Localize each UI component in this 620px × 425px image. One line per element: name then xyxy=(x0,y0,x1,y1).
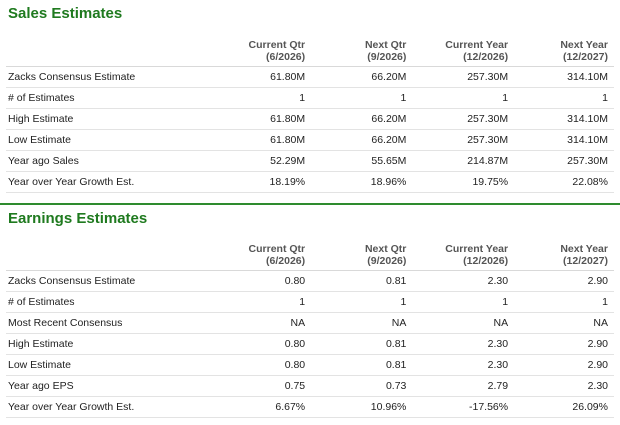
table-cell: 18.19% xyxy=(191,171,312,193)
row-label: Zacks Consensus Estimate xyxy=(6,66,192,88)
table-cell: 22.08% xyxy=(514,171,614,193)
earnings-estimates-table: Current Qtr (6/2026) Next Qtr (9/2026) Cur… xyxy=(6,228,614,418)
table-cell: 2.30 xyxy=(412,333,515,355)
table-cell: 1 xyxy=(412,291,515,313)
table-cell: 0.80 xyxy=(191,354,312,376)
table-cell: NA xyxy=(191,312,312,334)
row-label: Low Estimate xyxy=(6,129,192,151)
table-cell: 0.81 xyxy=(311,333,413,355)
table-row: Zacks Consensus Estimate 0.80 0.81 2.30 … xyxy=(6,270,614,292)
table-cell: NA xyxy=(514,312,614,334)
table-cell: 19.75% xyxy=(412,171,515,193)
column-header-next-qtr: Next Qtr (9/2026) xyxy=(364,38,407,63)
table-row: Year over Year Growth Est. 6.67% 10.96% … xyxy=(6,396,614,418)
table-cell: 0.80 xyxy=(191,270,312,292)
row-label: High Estimate xyxy=(6,333,192,355)
table-row: Most Recent Consensus NA NA NA NA xyxy=(6,312,614,334)
table-cell: 2.30 xyxy=(412,354,515,376)
table-cell: 6.67% xyxy=(191,396,312,418)
column-header-current-qtr: Current Qtr (6/2026) xyxy=(248,243,306,267)
table-cell: 0.73 xyxy=(311,375,413,397)
sales-estimates-title: Sales Estimates xyxy=(8,5,123,22)
table-cell: 61.80M xyxy=(191,129,312,151)
earnings-estimates-title: Earnings Estimates xyxy=(8,209,148,227)
row-label: # of Estimates xyxy=(6,291,192,313)
table-cell: 2.90 xyxy=(514,333,614,355)
sales-estimates-table: Current Qtr (6/2026) Next Qtr (9/2026) Cur… xyxy=(6,23,614,193)
table-cell: 1 xyxy=(311,87,413,109)
column-header-blank xyxy=(6,23,191,66)
table-cell: 0.75 xyxy=(191,375,312,397)
section-divider xyxy=(0,202,620,205)
table-cell: 1 xyxy=(412,87,515,109)
row-label: # of Estimates xyxy=(6,87,192,109)
column-header-blank xyxy=(6,228,191,271)
table-cell: NA xyxy=(412,312,515,334)
table-cell: -17.56% xyxy=(412,396,515,418)
column-header-next-year: Next Year (12/2027) xyxy=(560,38,608,63)
table-cell: 2.90 xyxy=(514,354,614,376)
table-cell: 26.09% xyxy=(514,396,614,418)
table-row: High Estimate 61.80M 66.20M 257.30M 314.… xyxy=(6,108,614,130)
table-row: Low Estimate 0.80 0.81 2.30 2.90 xyxy=(6,354,614,376)
table-cell: 2.30 xyxy=(514,375,614,397)
row-label: Year ago Sales xyxy=(6,150,192,172)
table-cell: 52.29M xyxy=(191,150,312,172)
table-cell: 1 xyxy=(311,291,413,313)
table-cell: 314.10M xyxy=(514,108,614,130)
table-cell: 257.30M xyxy=(412,108,515,130)
table-cell: 61.80M xyxy=(191,108,312,130)
table-row: Zacks Consensus Estimate 61.80M 66.20M 2… xyxy=(6,66,614,88)
table-cell: 1 xyxy=(514,291,614,313)
table-row: Year ago Sales 52.29M 55.65M 214.87M 257… xyxy=(6,150,614,172)
table-cell: NA xyxy=(311,312,413,334)
table-cell: 0.81 xyxy=(311,354,413,376)
table-cell: 66.20M xyxy=(311,108,413,130)
table-cell: 1 xyxy=(191,87,312,109)
table-cell: 55.65M xyxy=(311,150,413,172)
table-cell: 2.30 xyxy=(412,270,515,292)
table-row: High Estimate 0.80 0.81 2.30 2.90 xyxy=(6,333,614,355)
row-label: High Estimate xyxy=(6,108,192,130)
table-cell: 2.79 xyxy=(412,375,515,397)
table-cell: 0.81 xyxy=(311,270,413,292)
row-label: Year over Year Growth Est. xyxy=(6,171,192,193)
row-label: Year over Year Growth Est. xyxy=(6,396,192,418)
table-row: Year ago EPS 0.75 0.73 2.79 2.30 xyxy=(6,375,614,397)
column-header-next-year: Next Year (12/2027) xyxy=(560,243,608,267)
table-cell: 1 xyxy=(514,87,614,109)
row-label: Zacks Consensus Estimate xyxy=(6,270,192,292)
table-cell: 66.20M xyxy=(311,66,413,88)
table-row: # of Estimates 1 1 1 1 xyxy=(6,291,614,313)
table-cell: 314.10M xyxy=(514,129,614,151)
table-cell: 257.30M xyxy=(514,150,614,172)
table-cell: 61.80M xyxy=(191,66,312,88)
row-label: Low Estimate xyxy=(6,354,192,376)
table-cell: 18.96% xyxy=(311,171,413,193)
table-cell: 214.87M xyxy=(412,150,515,172)
column-header-next-qtr: Next Qtr (9/2026) xyxy=(364,243,407,267)
table-cell: 1 xyxy=(191,291,312,313)
table-row: Low Estimate 61.80M 66.20M 257.30M 314.1… xyxy=(6,129,614,151)
table-cell: 257.30M xyxy=(412,129,515,151)
table-cell: 0.80 xyxy=(191,333,312,355)
column-header-current-qtr: Current Qtr (6/2026) xyxy=(248,38,306,63)
table-cell: 66.20M xyxy=(311,129,413,151)
column-header-current-year: Current Year (12/2026) xyxy=(445,243,509,267)
table-cell: 314.10M xyxy=(514,66,614,88)
row-label: Most Recent Consensus xyxy=(6,312,192,334)
table-cell: 10.96% xyxy=(311,396,413,418)
table-row: # of Estimates 1 1 1 1 xyxy=(6,87,614,109)
table-row: Year over Year Growth Est. 18.19% 18.96%… xyxy=(6,171,614,193)
column-header-current-year: Current Year (12/2026) xyxy=(445,38,509,63)
table-cell: 2.90 xyxy=(514,270,614,292)
sales-estimates-section: Sales Estimates Current Qtr (6/2026) Next… xyxy=(0,0,620,193)
row-label: Year ago EPS xyxy=(6,375,192,397)
earnings-estimates-section: Earnings Estimates Current Qtr (6/2026) N… xyxy=(0,205,620,418)
table-cell: 257.30M xyxy=(412,66,515,88)
